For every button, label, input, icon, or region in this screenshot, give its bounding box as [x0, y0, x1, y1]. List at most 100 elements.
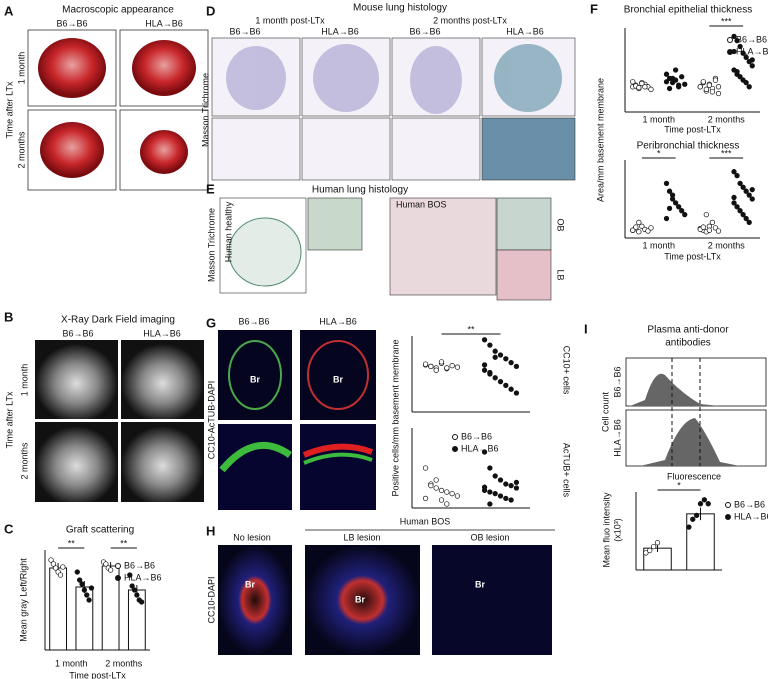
- xray-image: [35, 422, 118, 502]
- data-point: [74, 569, 80, 575]
- column-label: B6→B6: [238, 316, 269, 326]
- panel-d: D Mouse lung histology 1 month post-LTx …: [200, 3, 576, 181]
- significance-label: ***: [721, 148, 732, 158]
- data-point: [740, 211, 746, 218]
- data-point: [481, 337, 488, 343]
- data-point: [481, 484, 488, 490]
- data-point: [481, 367, 488, 373]
- y-axis-label: Mean fluo intensity: [601, 492, 611, 568]
- x-tick-label: 2 months: [708, 114, 746, 124]
- panel-letter: F: [590, 1, 598, 16]
- data-point: [53, 565, 59, 571]
- y-axis-label: (x10³): [612, 518, 622, 542]
- fluorescence-image: [305, 545, 420, 655]
- data-point: [492, 348, 498, 354]
- histology-image: [481, 117, 576, 181]
- y-axis-label: Cell count: [600, 391, 610, 432]
- fluorescence-image: [218, 545, 292, 655]
- legend-label: B6→B6: [736, 34, 767, 44]
- row-label: 1 month: [16, 52, 26, 85]
- data-point: [650, 543, 657, 550]
- period-label: 1 month post-LTx: [255, 15, 325, 25]
- data-point: [636, 84, 642, 91]
- data-point: [508, 497, 514, 503]
- data-point: [454, 364, 461, 370]
- data-point: [438, 487, 445, 494]
- airway-label: Br: [475, 579, 485, 589]
- significance-label: **: [467, 324, 475, 334]
- data-point: [654, 540, 661, 546]
- x-tick-label: 2 months: [105, 658, 143, 668]
- data-point: [127, 572, 133, 578]
- inset-label: OB: [556, 218, 566, 231]
- data-point: [508, 386, 514, 392]
- data-point: [731, 194, 737, 201]
- data-point: [513, 390, 520, 396]
- legend-label: HLA→B6: [734, 511, 768, 521]
- bar: [75, 586, 94, 651]
- data-point: [663, 180, 670, 187]
- data-point: [703, 86, 709, 92]
- data-point: [103, 561, 109, 567]
- data-point: [734, 69, 740, 75]
- data-point: [709, 89, 716, 95]
- histology-image: [391, 117, 481, 181]
- data-point: [60, 564, 66, 570]
- column-label: B6→B6: [409, 26, 440, 36]
- histology-image: [301, 117, 391, 181]
- column-label: B6→B6: [62, 328, 93, 338]
- panel-letter: G: [206, 315, 216, 330]
- data-point: [690, 516, 696, 522]
- data-point: [497, 493, 504, 499]
- legend-label: B6→B6: [124, 560, 155, 570]
- axis-label: Time after LTx: [4, 391, 14, 449]
- legend-marker: [115, 575, 121, 581]
- column-label: No lesion: [233, 532, 271, 542]
- column-label: HLA→B6: [145, 18, 183, 28]
- data-point: [647, 547, 653, 554]
- xray-image: [121, 422, 204, 502]
- data-point: [487, 501, 493, 507]
- data-point: [438, 497, 445, 503]
- column-label: HLA→B6: [319, 316, 357, 326]
- data-point: [712, 225, 719, 231]
- stain-label: Masson Trichrome: [206, 208, 216, 282]
- data-point: [648, 86, 654, 92]
- column-label: HLA→B6: [506, 26, 544, 36]
- legend-marker: [452, 434, 458, 440]
- xray-image: [35, 340, 118, 419]
- data-point: [679, 208, 685, 214]
- data-point: [697, 501, 704, 507]
- x-axis-label: Time post-LTx: [664, 124, 721, 134]
- legend-label: B6→B6: [734, 499, 765, 509]
- column-label: HLA→B6: [143, 328, 181, 338]
- data-point: [503, 495, 509, 502]
- fluorescence-image: [218, 330, 292, 420]
- data-point: [676, 204, 682, 210]
- panel-e: E Human lung histology Masson Trichrome …: [206, 181, 566, 301]
- data-point: [740, 184, 746, 190]
- stain-label: CC10-AcTUB-DAPI: [206, 381, 216, 460]
- panel-title: Mouse lung histology: [353, 3, 447, 14]
- panel-title: Plasma anti-donor: [647, 325, 729, 336]
- panel-letter: D: [206, 3, 215, 18]
- x-tick-label: 2 months: [708, 240, 746, 250]
- data-point: [734, 204, 740, 210]
- data-point: [50, 561, 57, 567]
- data-point: [422, 495, 429, 502]
- data-point: [700, 224, 706, 230]
- row-label: B6→B6: [612, 366, 622, 397]
- data-point: [433, 477, 439, 483]
- data-point: [487, 342, 493, 348]
- inset-image: [307, 197, 363, 251]
- panel-letter: C: [4, 521, 14, 536]
- lung: [132, 40, 196, 96]
- inset-image: [496, 197, 552, 251]
- data-point: [648, 225, 654, 231]
- data-point: [740, 50, 746, 56]
- zoom-image: [218, 424, 292, 510]
- significance-label: **: [120, 538, 128, 548]
- data-point: [737, 74, 743, 80]
- y-axis-label: Area/mm basement membrane: [595, 78, 605, 202]
